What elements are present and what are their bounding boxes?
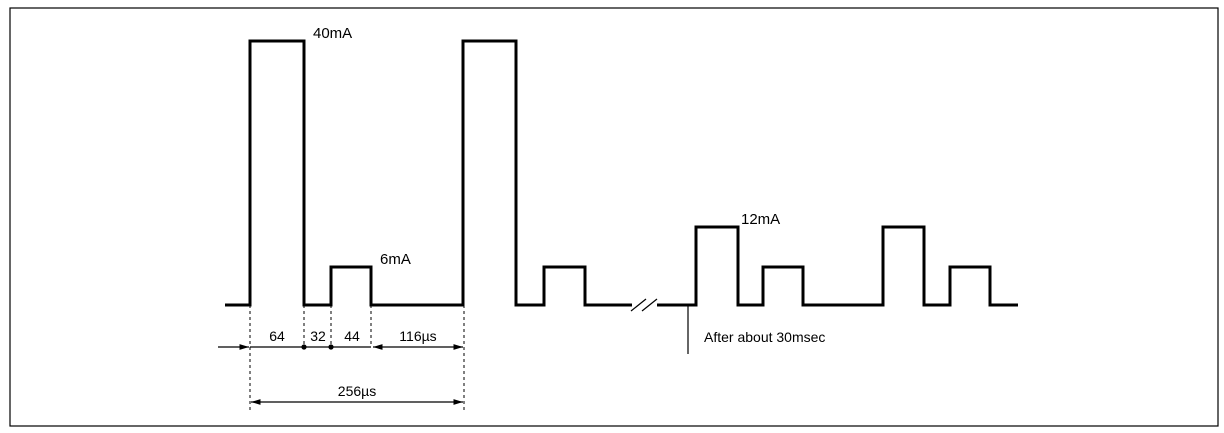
waveform-first-segment (225, 39, 632, 307)
dim-label-116us: 116µs (399, 328, 436, 344)
label-6ma: 6mA (380, 251, 411, 268)
label-12ma: 12mA (741, 211, 780, 228)
dim-label-256us: 256µs (338, 383, 376, 399)
waveform-second-segment (657, 225, 1018, 307)
dim-label-32: 32 (310, 328, 326, 344)
dim-dot-2 (328, 344, 334, 350)
break-mark-left (630, 298, 647, 312)
dim-label-64: 64 (269, 328, 285, 344)
break-mark-right (641, 298, 658, 312)
dim-label-44: 44 (344, 328, 360, 344)
label-40ma: 40mA (313, 25, 352, 42)
dim-dot-1 (301, 344, 307, 350)
label-after-30msec: After about 30msec (704, 329, 825, 345)
diagram-border (9, 7, 1219, 427)
